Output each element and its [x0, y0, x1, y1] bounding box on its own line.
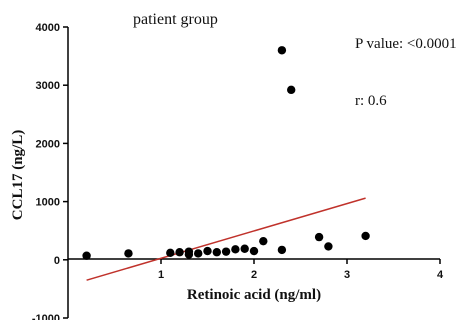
x-tick-label: 4 — [437, 269, 444, 281]
data-point — [221, 247, 231, 256]
data-point — [175, 248, 184, 257]
data-point — [184, 250, 194, 259]
data-point — [277, 245, 287, 255]
y-axis-label: CCL17 (ng/L) — [10, 130, 26, 220]
data-point — [194, 249, 203, 258]
x-tick-label: 1 — [158, 269, 164, 281]
data-point — [314, 232, 324, 242]
y-tick-label: 2000 — [36, 138, 60, 150]
data-point — [277, 46, 287, 55]
x-tick-label: 2 — [251, 269, 257, 281]
data-points — [82, 46, 370, 260]
data-point — [259, 236, 268, 246]
data-point — [82, 251, 91, 260]
data-point — [324, 242, 333, 251]
x-axis-label: Retinoic acid (ng/ml) — [187, 287, 321, 303]
y-ticks: -1000 0 1000 2000 3000 4000 — [32, 22, 68, 320]
x-ticks: 1 2 3 4 — [158, 259, 444, 281]
data-point — [203, 246, 212, 256]
data-point — [240, 244, 249, 253]
data-point — [231, 245, 240, 254]
x-tick-label: 3 — [344, 269, 350, 281]
data-point — [212, 248, 221, 257]
y-tick-label: 1000 — [36, 197, 60, 209]
y-tick-label: -1000 — [32, 313, 60, 320]
y-tick-label: 3000 — [36, 80, 60, 92]
y-tick-label: 4000 — [36, 22, 60, 34]
y-tick-label: 0 — [54, 255, 60, 267]
data-point — [249, 246, 259, 256]
data-point — [361, 231, 370, 241]
data-point — [287, 85, 296, 95]
chart-title: patient group — [133, 11, 218, 28]
r-value-annotation: r: 0.6 — [355, 93, 387, 109]
p-value-annotation: P value: <0.0001 — [355, 36, 457, 52]
data-point — [124, 249, 133, 258]
data-point — [166, 248, 175, 258]
trend-line — [86, 197, 366, 281]
